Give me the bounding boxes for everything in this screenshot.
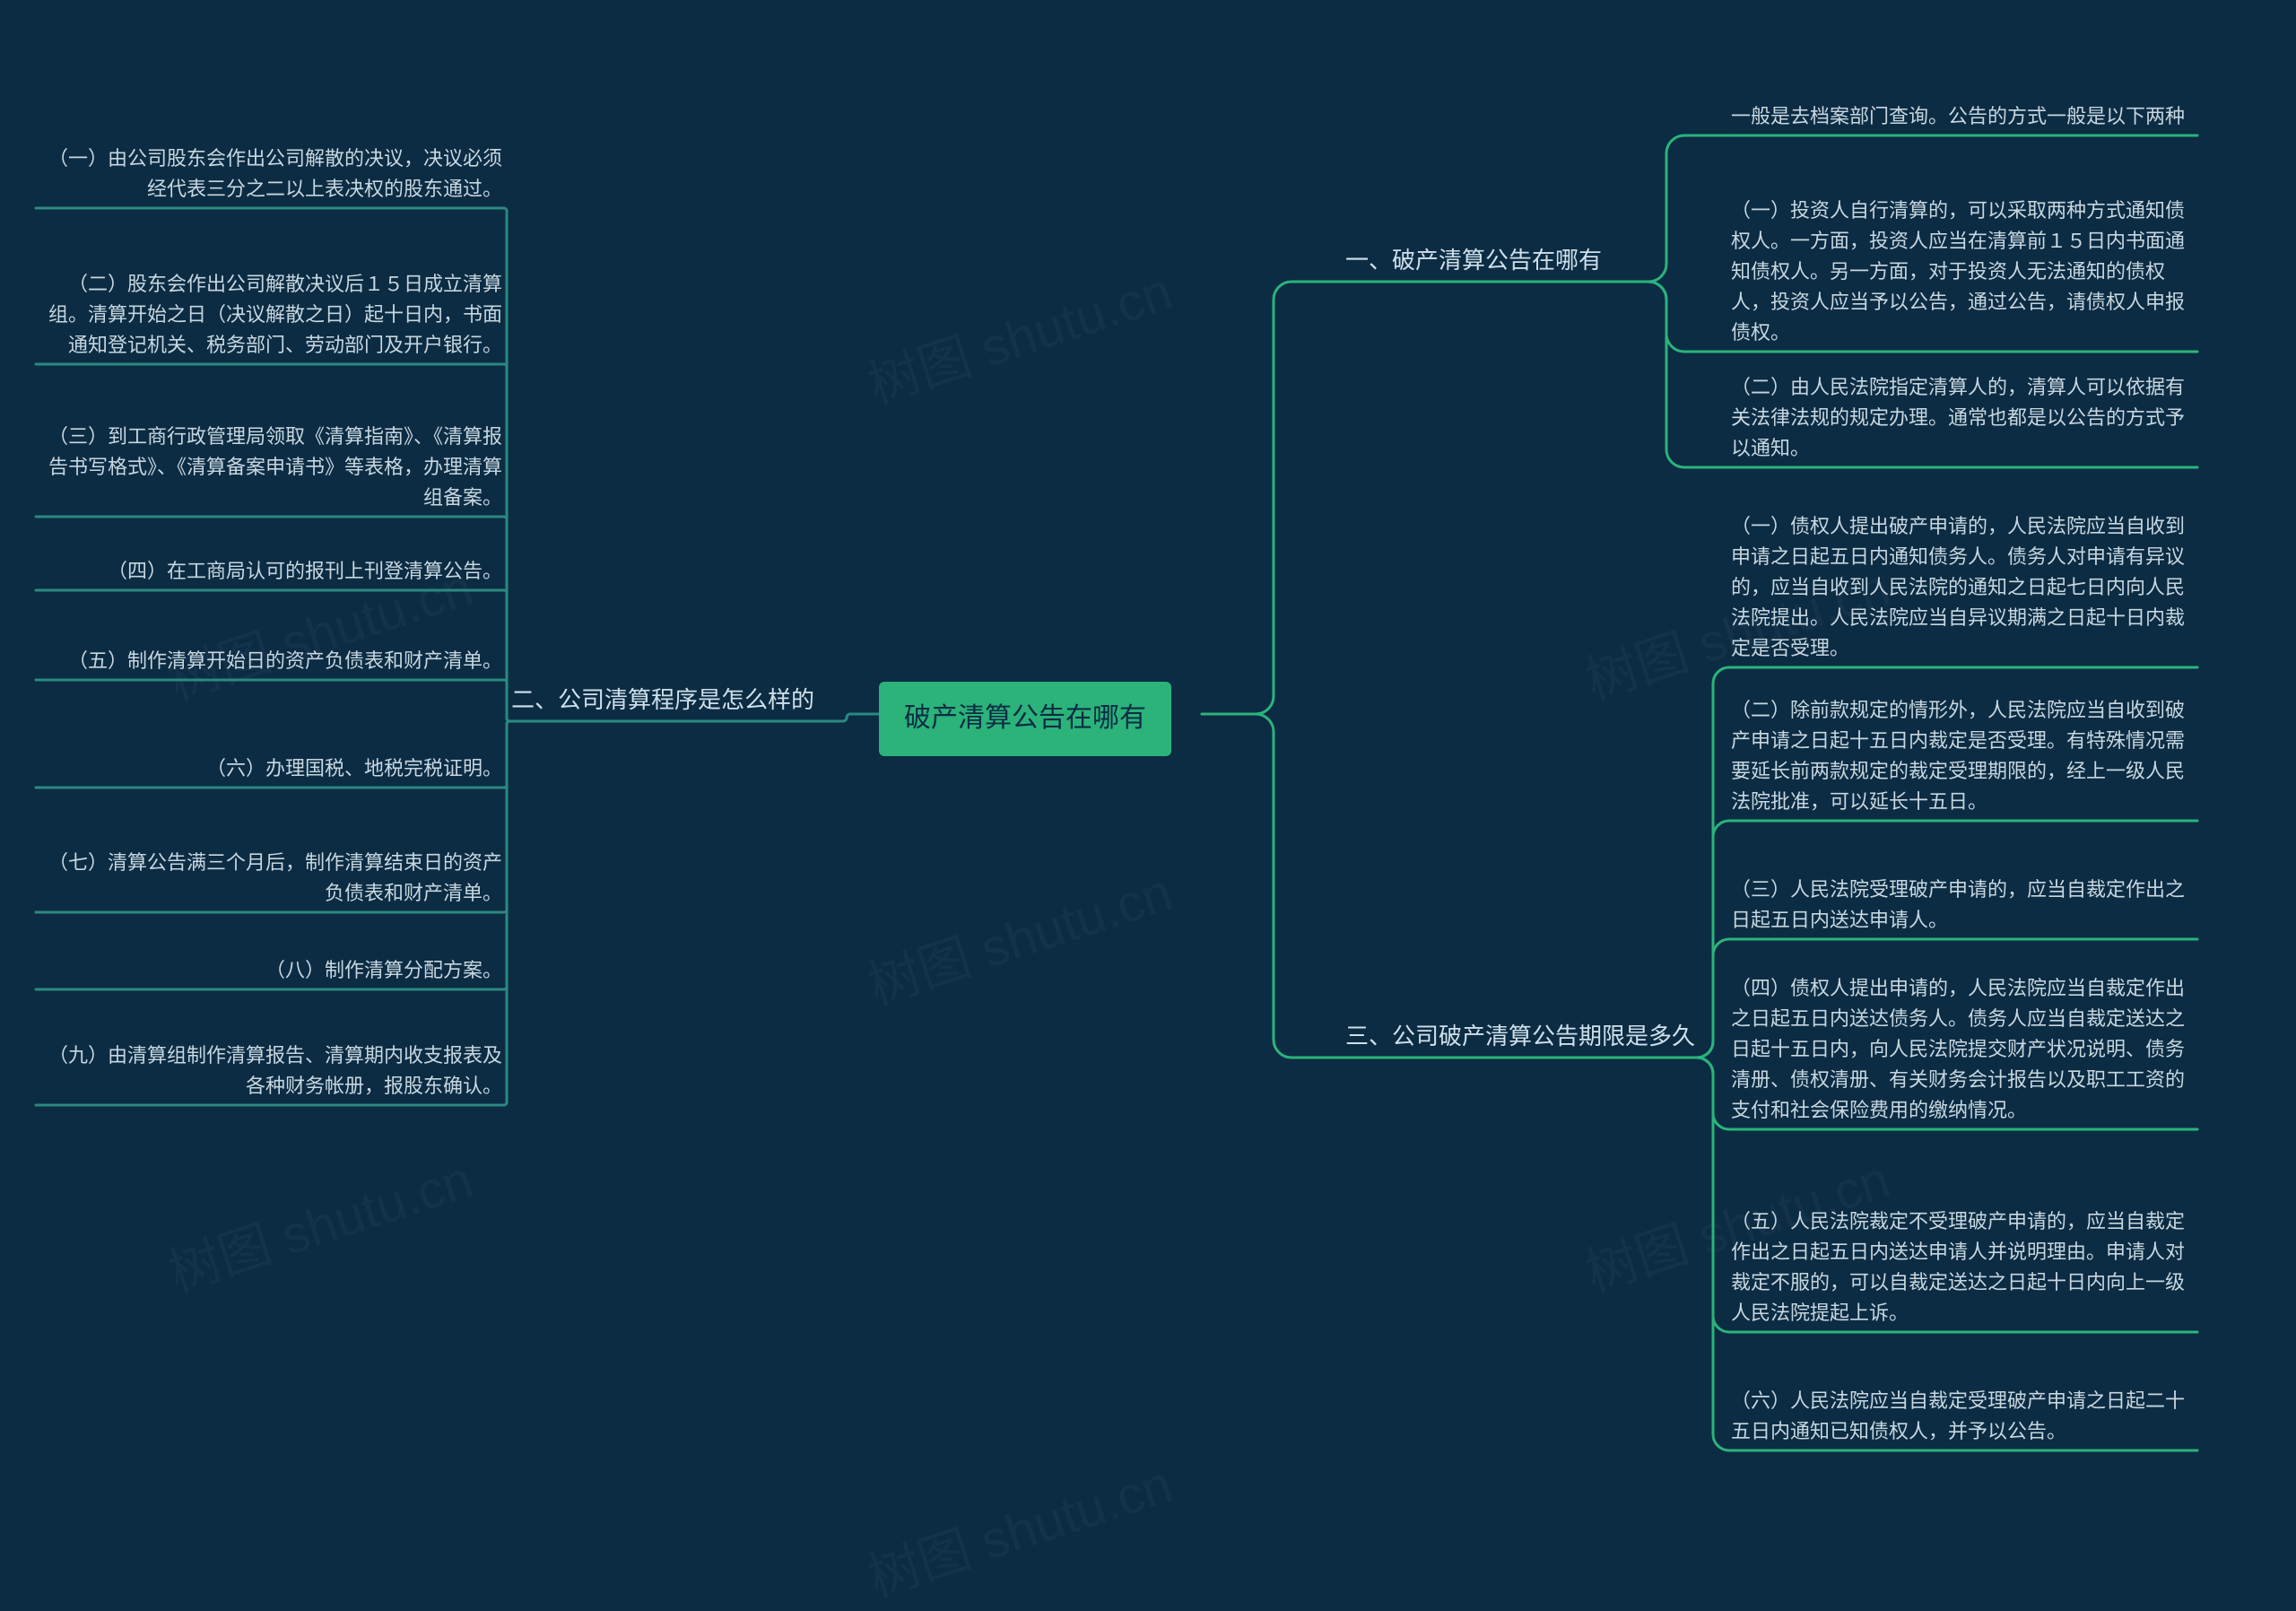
leaf-node: （三）到工商行政管理局领取《清算指南》、《清算报告书写格式》、《清算备案申请书》… — [36, 422, 502, 513]
branch-node: 三、公司破产清算公告期限是多久 — [1345, 1018, 1695, 1054]
watermark: 树图 shutu.cn — [857, 249, 1180, 418]
leaf-node: （二）除前款规定的情形外，人民法院应当自收到破产申请之日起十五日内裁定是否受理。… — [1731, 695, 2197, 817]
leaf-node: （九）由清算组制作清算报告、清算期内收支报表及各种财务帐册，报股东确认。 — [36, 1041, 502, 1102]
leaf-node: （三）人民法院受理破产申请的，应当自裁定作出之日起五日内送达申请人。 — [1731, 875, 2197, 936]
leaf-node: （一）债权人提出破产申请的，人民法院应当自收到申请之日起五日内通知债务人。债务人… — [1731, 511, 2197, 664]
leaf-node: （一）投资人自行清算的，可以采取两种方式通知债权人。一方面，投资人应当在清算前１… — [1731, 196, 2197, 348]
leaf-node: 一般是去档案部门查询。公告的方式一般是以下两种 — [1731, 101, 2197, 132]
watermark: 树图 shutu.cn — [158, 1137, 481, 1306]
branch-node: 一、破产清算公告在哪有 — [1345, 242, 1602, 278]
leaf-node: （四）在工商局认可的报刊上刊登清算公告。 — [36, 556, 502, 587]
leaf-node: （六）人民法院应当自裁定受理破产申请之日起二十五日内通知已知债权人，并予以公告。 — [1731, 1386, 2197, 1447]
watermark: 树图 shutu.cn — [857, 850, 1180, 1019]
leaf-node: （八）制作清算分配方案。 — [36, 955, 502, 986]
root-node: 破产清算公告在哪有 — [879, 682, 1171, 756]
leaf-node: （二）由人民法院指定清算人的，清算人可以依据有关法律法规的规定办理。通常也都是以… — [1731, 372, 2197, 464]
leaf-node: （二）股东会作出公司解散决议后１５日成立清算组。清算开始之日（决议解散之日）起十… — [36, 269, 502, 361]
leaf-node: （四）债权人提出申请的，人民法院应当自裁定作出之日起五日内送达债务人。债务人应当… — [1731, 973, 2197, 1126]
leaf-node: （五）制作清算开始日的资产负债表和财产清单。 — [36, 646, 502, 676]
watermark: 树图 shutu.cn — [857, 1442, 1180, 1611]
branch-node: 二、公司清算程序是怎么样的 — [511, 682, 814, 718]
leaf-node: （六）办理国税、地税完税证明。 — [36, 753, 502, 784]
leaf-node: （七）清算公告满三个月后，制作清算结束日的资产负债表和财产清单。 — [36, 848, 502, 909]
leaf-node: （一）由公司股东会作出公司解散的决议，决议必须经代表三分之二以上表决权的股东通过… — [36, 144, 502, 205]
leaf-node: （五）人民法院裁定不受理破产申请的，应当自裁定作出之日起五日内送达申请人并说明理… — [1731, 1206, 2197, 1328]
